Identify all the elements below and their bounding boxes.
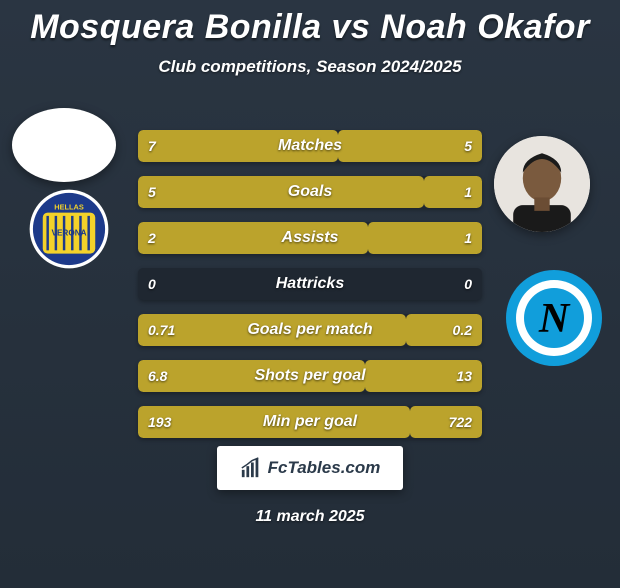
brand-logo: FcTables.com <box>217 446 403 490</box>
stat-label: Assists <box>282 229 339 247</box>
subtitle: Club competitions, Season 2024/2025 <box>0 57 620 77</box>
player1-avatar <box>12 108 116 182</box>
player1-value: 6.8 <box>148 368 167 384</box>
stats-table: 7 Matches 5 5 Goals 1 2 Assists 1 0 Hattricks 0 0.71… <box>138 130 482 452</box>
player2-bar <box>338 130 482 162</box>
player1-value: 0 <box>148 276 156 292</box>
player1-bar <box>138 176 424 208</box>
stat-row: 7 Matches 5 <box>138 130 482 162</box>
player2-bar <box>424 176 482 208</box>
player2-value: 5 <box>464 138 472 154</box>
player2-value: 1 <box>464 184 472 200</box>
stat-label: Shots per goal <box>254 367 365 385</box>
stat-row: 5 Goals 1 <box>138 176 482 208</box>
stat-label: Goals <box>288 183 332 201</box>
player1-club-badge: HELLAS VERONA <box>28 188 110 270</box>
player2-value: 0.2 <box>453 322 472 338</box>
player1-value: 2 <box>148 230 156 246</box>
player2-avatar <box>494 136 590 232</box>
player1-value: 5 <box>148 184 156 200</box>
player2-value: 13 <box>456 368 472 384</box>
stat-label: Hattricks <box>276 275 344 293</box>
svg-text:HELLAS: HELLAS <box>54 202 84 211</box>
page-title: Mosquera Bonilla vs Noah Okafor <box>0 8 620 47</box>
stat-label: Goals per match <box>247 321 372 339</box>
player2-club-badge: N <box>504 268 604 368</box>
stat-row: 2 Assists 1 <box>138 222 482 254</box>
brand-text: FcTables.com <box>268 458 381 478</box>
stat-row: 193 Min per goal 722 <box>138 406 482 438</box>
svg-text:N: N <box>538 296 571 342</box>
stat-label: Min per goal <box>263 413 357 431</box>
player1-value: 7 <box>148 138 156 154</box>
player2-value: 0 <box>464 276 472 292</box>
stat-label: Matches <box>278 137 342 155</box>
stat-row: 0.71 Goals per match 0.2 <box>138 314 482 346</box>
player2-value: 1 <box>464 230 472 246</box>
stat-row: 0 Hattricks 0 <box>138 268 482 300</box>
player1-value: 0.71 <box>148 322 175 338</box>
player1-value: 193 <box>148 414 171 430</box>
svg-text:VERONA: VERONA <box>51 229 86 238</box>
date-label: 11 march 2025 <box>0 508 620 526</box>
stat-row: 6.8 Shots per goal 13 <box>138 360 482 392</box>
player2-value: 722 <box>449 414 472 430</box>
chart-icon <box>240 457 262 479</box>
